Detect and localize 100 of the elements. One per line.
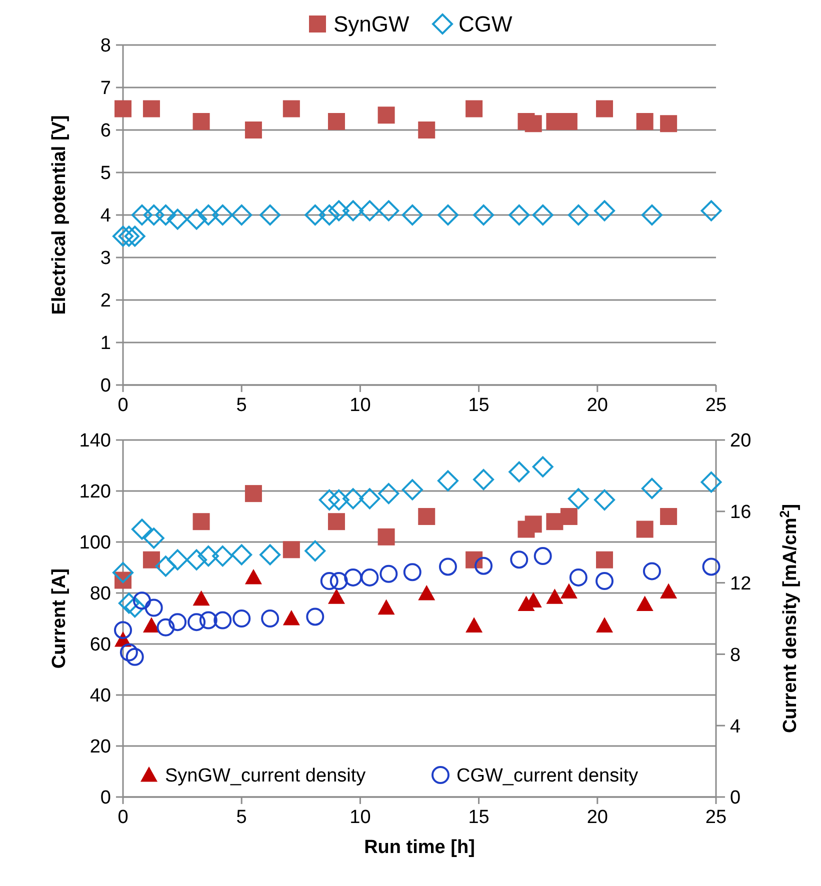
point — [437, 470, 458, 492]
point — [142, 617, 160, 632]
y-tick-label: 5 — [100, 163, 111, 184]
point — [642, 562, 661, 580]
point — [359, 200, 380, 222]
x-tick-label: 10 — [350, 395, 371, 416]
point — [186, 208, 208, 230]
point — [568, 488, 589, 510]
point — [700, 200, 722, 222]
point — [120, 643, 138, 662]
x-tick-label: 20 — [586, 395, 608, 416]
point — [660, 583, 678, 599]
point — [144, 598, 163, 617]
y-tick-label: 100 — [79, 532, 111, 554]
point — [131, 518, 152, 540]
point — [132, 592, 151, 610]
point — [403, 563, 422, 582]
point — [636, 520, 654, 538]
point — [568, 204, 589, 226]
point — [282, 100, 300, 118]
point — [143, 204, 164, 226]
point — [418, 585, 436, 600]
x-tick-label: 20 — [586, 807, 608, 828]
point — [118, 226, 140, 247]
x-tick-label: 5 — [236, 395, 247, 416]
y-tick-label: 40 — [90, 686, 111, 707]
point — [569, 568, 588, 586]
y-tick-label: 0 — [100, 788, 111, 809]
point — [261, 610, 280, 628]
point — [260, 204, 281, 226]
legend-label: SynGW_current density — [165, 766, 366, 787]
point — [534, 547, 552, 566]
point — [438, 558, 457, 576]
point — [641, 204, 662, 226]
point — [212, 546, 234, 567]
y2-tick-label: 0 — [730, 788, 741, 809]
x-tick-label: 0 — [118, 807, 128, 828]
point — [142, 551, 160, 568]
x-tick-label: 5 — [236, 807, 247, 828]
legend-label: SynGW — [334, 12, 410, 37]
point — [342, 200, 364, 222]
point — [636, 113, 654, 130]
y-tick-label: 120 — [79, 482, 111, 503]
point — [524, 115, 542, 132]
point — [437, 204, 458, 226]
y2-tick-label: 16 — [730, 502, 752, 524]
point — [188, 613, 206, 632]
point — [112, 562, 134, 584]
point — [156, 618, 175, 636]
y-tick-label: 7 — [100, 78, 111, 100]
point — [378, 106, 395, 124]
point — [282, 541, 300, 558]
point — [532, 456, 554, 478]
point — [418, 122, 436, 138]
x-tick-label: 15 — [468, 395, 490, 416]
point — [260, 544, 281, 566]
point — [112, 226, 134, 247]
y-tick-label: 6 — [100, 120, 111, 142]
point — [466, 100, 483, 118]
point — [596, 100, 614, 118]
point — [232, 610, 251, 628]
point — [192, 590, 210, 606]
point — [466, 551, 483, 568]
point — [560, 508, 578, 525]
x-tick-label: 25 — [705, 395, 727, 416]
point — [378, 599, 395, 615]
point — [328, 200, 350, 222]
point — [198, 204, 219, 226]
y2-tick-label: 4 — [730, 716, 741, 738]
point — [192, 513, 210, 530]
point — [532, 204, 554, 226]
point — [508, 204, 530, 226]
point — [318, 204, 340, 226]
point — [142, 100, 160, 118]
y-axis-title: Electrical potential [V] — [49, 115, 70, 315]
point — [282, 610, 300, 626]
point — [641, 478, 662, 499]
point — [328, 588, 345, 604]
point — [594, 489, 616, 510]
point — [168, 613, 187, 632]
point — [510, 550, 528, 569]
point — [328, 113, 345, 130]
y-tick-label: 80 — [90, 584, 111, 605]
point — [359, 488, 380, 510]
point — [167, 208, 188, 230]
point — [143, 528, 164, 549]
point — [402, 479, 423, 500]
y2-tick-label: 20 — [730, 430, 752, 452]
point — [508, 461, 530, 482]
point — [231, 544, 252, 566]
legend-label: CGW — [458, 12, 512, 37]
point — [342, 488, 364, 510]
y-tick-label: 0 — [100, 376, 111, 397]
point — [155, 556, 176, 577]
y-tick-label: 8 — [100, 36, 111, 57]
point — [330, 572, 348, 590]
point — [378, 200, 400, 222]
point — [155, 204, 176, 226]
x-axis-title: Run time [h] — [364, 837, 475, 858]
point — [596, 617, 614, 632]
